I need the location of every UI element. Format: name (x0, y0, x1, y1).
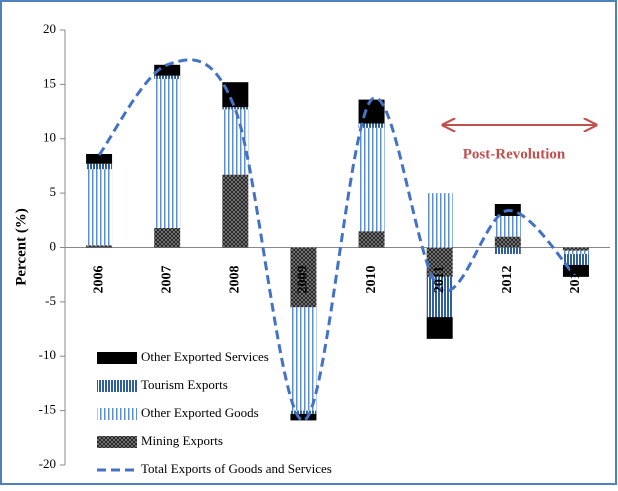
bar-segment (426, 247, 453, 277)
legend-label: Tourism Exports (141, 377, 228, 392)
y-tick-label: 20 (43, 21, 56, 36)
bar-segment (86, 245, 113, 248)
legend-label: Other Exported Services (141, 349, 269, 364)
y-tick-label: 5 (50, 184, 57, 199)
bar-segment (86, 153, 113, 164)
bar-segment (222, 174, 249, 248)
legend-swatch (97, 408, 137, 420)
x-tick-label: 2011 (432, 266, 447, 293)
bar-segment (290, 410, 317, 414)
bar-segment (222, 107, 249, 110)
legend-swatch (97, 436, 137, 448)
bar-segment (154, 64, 181, 76)
bar-segment (222, 82, 249, 108)
bar-segment (562, 247, 589, 251)
y-axis-label: Percent (%) (13, 208, 29, 286)
legend-label: Mining Exports (141, 433, 223, 448)
x-tick-label: 2013 (568, 266, 583, 294)
annotation: Post-Revolution (463, 146, 566, 162)
bar-segment (426, 276, 453, 318)
bar-segment (426, 317, 453, 339)
x-tick-label: 2009 (296, 266, 311, 294)
bar-segment (154, 227, 181, 248)
legend-label: Other Exported Goods (141, 405, 259, 420)
legend-swatch (97, 352, 137, 364)
total-line (97, 58, 578, 422)
bar-segment (290, 413, 317, 421)
bar-segment (154, 75, 181, 79)
x-tick-label: 2010 (364, 266, 379, 294)
bar-segment (154, 78, 181, 228)
bar-segment (494, 236, 521, 248)
x-tick-label: 2007 (159, 266, 174, 294)
y-tick-label: 0 (50, 238, 57, 253)
bar-segment (562, 250, 589, 255)
bar-segment (290, 247, 317, 308)
y-tick-label: -5 (45, 293, 56, 308)
bar-segment (86, 163, 113, 170)
y-tick-label: 15 (43, 75, 56, 90)
bar-segment (358, 127, 385, 232)
y-tick-label: -20 (39, 456, 56, 471)
legend-swatch (97, 380, 137, 392)
x-tick-label: 2012 (500, 266, 515, 294)
bar-segment (86, 169, 113, 246)
y-tick-label: -10 (39, 347, 56, 362)
bar-segment (494, 215, 521, 237)
x-tick-label: 2006 (91, 266, 106, 294)
bar-segment (358, 231, 385, 248)
bar-segment (290, 307, 317, 411)
x-tick-label: 2008 (228, 266, 243, 294)
bar-segment (562, 254, 589, 265)
bar-segment (358, 123, 385, 128)
bar-segment (494, 247, 521, 255)
y-tick-label: 10 (43, 130, 56, 145)
bar-segment (562, 264, 589, 277)
y-tick-label: -15 (39, 402, 56, 417)
bar-segment (426, 193, 453, 248)
legend-label: Total Exports of Goods and Services (141, 461, 332, 476)
